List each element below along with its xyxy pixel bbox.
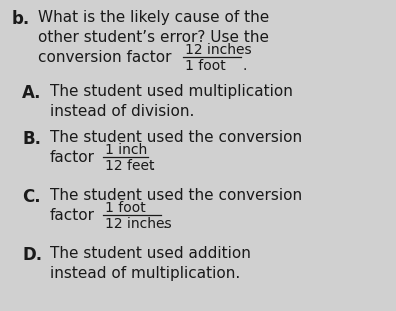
- Text: b.: b.: [12, 10, 30, 28]
- Text: The student used the conversion: The student used the conversion: [50, 188, 302, 203]
- Text: factor: factor: [50, 150, 95, 165]
- Text: The student used multiplication: The student used multiplication: [50, 84, 293, 99]
- Text: conversion factor: conversion factor: [38, 50, 171, 65]
- Text: 1 inch: 1 inch: [105, 143, 147, 157]
- Text: 1 foot: 1 foot: [105, 201, 146, 215]
- Text: The student used the conversion: The student used the conversion: [50, 130, 302, 145]
- Text: .: .: [150, 159, 155, 173]
- Text: instead of division.: instead of division.: [50, 104, 194, 119]
- Text: .: .: [243, 58, 247, 72]
- Text: D.: D.: [22, 246, 42, 264]
- Text: C.: C.: [22, 188, 41, 206]
- Text: A.: A.: [22, 84, 42, 102]
- Text: .: .: [163, 216, 167, 230]
- Text: B.: B.: [22, 130, 41, 148]
- Text: 12 inches: 12 inches: [185, 43, 251, 57]
- Text: What is the likely cause of the: What is the likely cause of the: [38, 10, 269, 25]
- Text: 12 feet: 12 feet: [105, 159, 154, 173]
- Text: 1 foot: 1 foot: [185, 58, 226, 72]
- Text: other student’s error? Use the: other student’s error? Use the: [38, 30, 269, 45]
- Text: factor: factor: [50, 208, 95, 223]
- Text: instead of multiplication.: instead of multiplication.: [50, 266, 240, 281]
- Text: The student used addition: The student used addition: [50, 246, 251, 261]
- Text: 12 inches: 12 inches: [105, 216, 171, 230]
